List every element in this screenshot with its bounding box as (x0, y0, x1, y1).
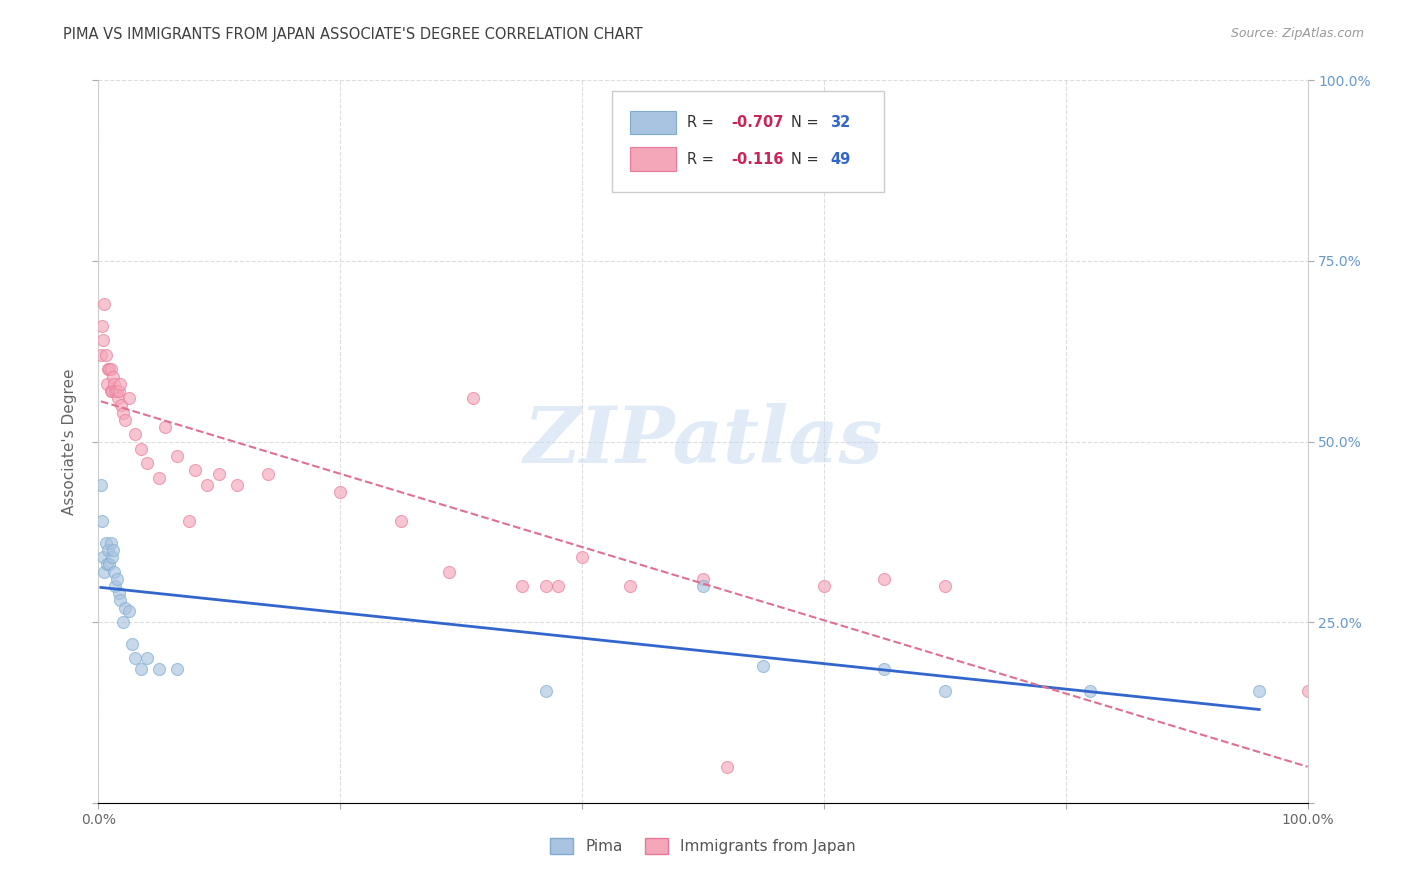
Point (184, 463, 207, 477)
Text: -0.707: -0.707 (731, 115, 783, 130)
Point (463, 391, 485, 405)
Point (91, 334, 114, 348)
Point (91, 550, 114, 565)
Point (100, 384, 122, 398)
Point (103, 376, 125, 391)
Point (226, 478, 249, 492)
Point (104, 579, 127, 593)
Point (108, 376, 131, 391)
Point (100, 362, 122, 376)
Point (105, 384, 128, 398)
Point (692, 579, 714, 593)
Point (100, 535, 122, 549)
Point (129, 662, 152, 676)
Point (208, 467, 231, 481)
Point (437, 565, 460, 579)
Point (129, 442, 152, 456)
Point (752, 658, 775, 673)
Point (100, 384, 122, 398)
Point (101, 542, 124, 557)
Point (619, 579, 641, 593)
Point (93, 565, 115, 579)
Point (813, 579, 835, 593)
Point (153, 420, 176, 434)
Point (389, 514, 412, 528)
Text: Source: ZipAtlas.com: Source: ZipAtlas.com (1230, 27, 1364, 40)
Point (148, 470, 170, 484)
Point (179, 514, 201, 528)
Point (101, 369, 124, 384)
Point (547, 579, 569, 593)
Point (934, 579, 956, 593)
Point (114, 600, 136, 615)
Text: R =: R = (688, 115, 718, 130)
Point (97, 362, 120, 376)
Text: N =: N = (792, 115, 824, 130)
Point (96, 376, 118, 391)
Point (166, 449, 188, 463)
Point (90, 348, 112, 362)
Text: 49: 49 (830, 152, 851, 167)
Point (108, 593, 131, 607)
Text: ZIPatlas: ZIPatlas (523, 403, 883, 480)
Point (692, 572, 714, 586)
Point (111, 615, 134, 630)
Point (256, 467, 278, 481)
Point (873, 572, 896, 586)
Point (534, 683, 557, 698)
Point (114, 413, 136, 427)
Point (96, 558, 118, 572)
Point (118, 391, 141, 405)
Point (103, 565, 125, 579)
Point (108, 384, 131, 398)
Point (121, 637, 143, 651)
Text: N =: N = (792, 152, 824, 167)
Point (100, 550, 122, 565)
Point (91, 318, 114, 333)
Legend: Pima, Immigrants from Japan: Pima, Immigrants from Japan (544, 832, 862, 860)
Point (98, 558, 121, 572)
Point (1249, 683, 1271, 698)
Point (118, 604, 141, 618)
Text: R =: R = (688, 152, 718, 167)
Text: -0.116: -0.116 (731, 152, 783, 167)
Point (148, 662, 170, 676)
Point (94, 535, 117, 549)
Point (107, 391, 129, 405)
Point (94, 348, 117, 362)
Point (108, 586, 131, 600)
Point (104, 384, 127, 398)
Point (135, 651, 157, 665)
Point (1078, 683, 1101, 698)
Point (195, 478, 218, 492)
Point (98, 362, 121, 376)
Point (105, 572, 128, 586)
Point (111, 406, 134, 420)
Point (110, 398, 132, 412)
Point (510, 579, 533, 593)
FancyBboxPatch shape (613, 91, 884, 193)
FancyBboxPatch shape (630, 147, 676, 170)
Point (534, 579, 557, 593)
Point (135, 456, 157, 470)
Point (124, 651, 146, 665)
Point (934, 683, 956, 698)
Point (329, 485, 352, 500)
Point (91, 514, 114, 528)
Point (1296, 683, 1319, 698)
Point (716, 760, 738, 774)
Point (93, 297, 115, 311)
Point (166, 662, 188, 676)
Point (571, 550, 593, 565)
Y-axis label: Associate's Degree: Associate's Degree (62, 368, 77, 515)
Text: PIMA VS IMMIGRANTS FROM JAPAN ASSOCIATE'S DEGREE CORRELATION CHART: PIMA VS IMMIGRANTS FROM JAPAN ASSOCIATE'… (63, 27, 643, 42)
Point (90, 478, 112, 492)
Point (873, 662, 896, 676)
FancyBboxPatch shape (630, 112, 676, 135)
Point (97, 542, 120, 557)
Point (124, 427, 146, 442)
Text: 32: 32 (830, 115, 851, 130)
